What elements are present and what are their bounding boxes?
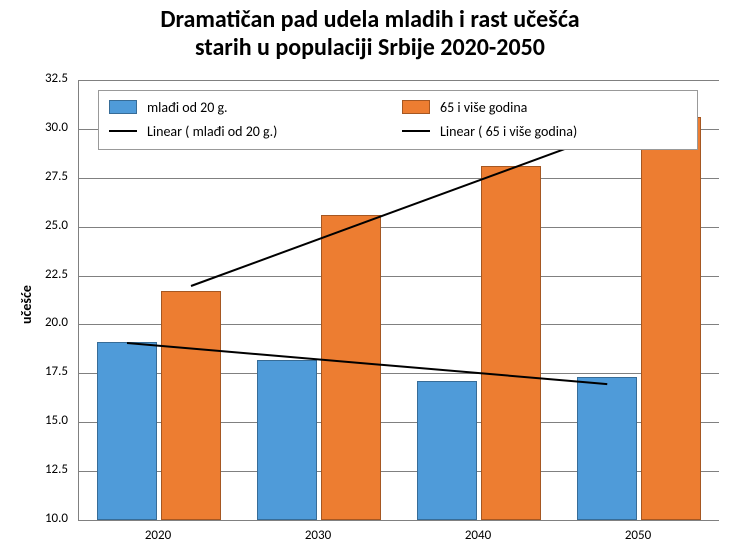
x-tick-label: 2020 bbox=[145, 528, 171, 543]
legend-row: mlađi od 20 g. 65 i više godina bbox=[109, 95, 687, 119]
y-tick-label: 12.5 bbox=[0, 462, 68, 477]
y-tick-label: 32.5 bbox=[0, 71, 68, 86]
y-tick-label: 22.5 bbox=[0, 267, 68, 282]
x-tick-label: 2040 bbox=[465, 528, 491, 543]
gridline bbox=[79, 276, 719, 277]
y-tick-label: 17.5 bbox=[0, 364, 68, 379]
legend-label: Linear ( mlađi od 20 g.) bbox=[147, 123, 277, 140]
legend-box: mlađi od 20 g. 65 i više godina Linear ( m… bbox=[98, 90, 698, 150]
gridline bbox=[79, 80, 719, 81]
bar bbox=[257, 360, 318, 520]
y-tick-label: 10.0 bbox=[0, 511, 68, 526]
bar bbox=[481, 166, 542, 520]
legend-label: Linear ( 65 i više godina) bbox=[440, 123, 577, 140]
bar bbox=[321, 215, 382, 520]
x-tick-label: 2050 bbox=[625, 528, 651, 543]
legend-row: Linear ( mlađi od 20 g.) Linear ( 65 i vi… bbox=[109, 119, 687, 143]
x-tick-label: 2030 bbox=[305, 528, 331, 543]
legend-line-icon bbox=[109, 130, 137, 132]
bar bbox=[417, 381, 478, 520]
y-tick-label: 25.0 bbox=[0, 218, 68, 233]
legend-swatch bbox=[109, 100, 137, 114]
y-tick-label: 15.0 bbox=[0, 413, 68, 428]
legend-swatch bbox=[402, 100, 430, 114]
bar bbox=[97, 342, 158, 520]
gridline bbox=[79, 178, 719, 179]
gridline bbox=[79, 227, 719, 228]
y-tick-label: 30.0 bbox=[0, 120, 68, 135]
legend-line-icon bbox=[402, 130, 430, 132]
legend-label: 65 i više godina bbox=[440, 99, 527, 116]
bar bbox=[161, 291, 222, 520]
y-tick-label: 20.0 bbox=[0, 315, 68, 330]
bar bbox=[577, 377, 638, 520]
legend-label: mlađi od 20 g. bbox=[147, 99, 228, 116]
bar bbox=[641, 117, 702, 520]
chart-title: Dramatičan pad udela mladih i rast učešć… bbox=[0, 6, 740, 61]
y-tick-label: 27.5 bbox=[0, 169, 68, 184]
